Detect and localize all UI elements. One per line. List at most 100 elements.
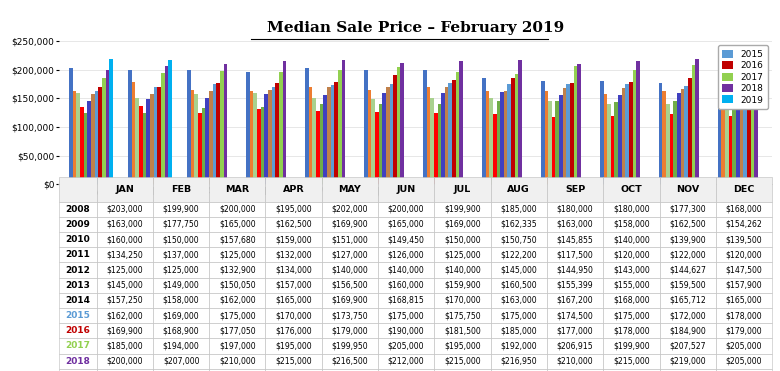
Bar: [378, 104, 382, 184]
Bar: [681, 89, 684, 184]
Bar: [548, 101, 551, 184]
Bar: [282, 61, 286, 184]
Bar: [168, 60, 172, 184]
Bar: [555, 101, 559, 184]
Bar: [367, 90, 371, 184]
Bar: [577, 64, 581, 184]
Bar: [629, 82, 633, 184]
Bar: [187, 69, 190, 184]
Bar: [500, 92, 504, 184]
Bar: [279, 72, 282, 184]
Bar: [541, 81, 544, 184]
Bar: [80, 107, 83, 184]
Bar: [128, 70, 132, 184]
Bar: [264, 94, 268, 184]
Bar: [254, 93, 257, 184]
Bar: [482, 78, 485, 184]
Bar: [400, 63, 404, 184]
Bar: [600, 81, 604, 184]
Legend: 2015, 2016, 2017, 2018, 2019: 2015, 2016, 2017, 2018, 2019: [718, 45, 768, 109]
Bar: [497, 101, 500, 184]
Bar: [604, 93, 607, 184]
Bar: [511, 78, 515, 184]
Bar: [622, 88, 626, 184]
Bar: [154, 87, 158, 184]
Bar: [216, 83, 220, 184]
Bar: [201, 108, 205, 184]
Bar: [132, 82, 135, 184]
Bar: [331, 85, 334, 184]
Bar: [615, 102, 618, 184]
Bar: [718, 88, 722, 184]
Bar: [677, 93, 681, 184]
Bar: [250, 91, 254, 184]
Bar: [750, 67, 754, 184]
Bar: [739, 90, 743, 184]
Bar: [673, 101, 677, 184]
Bar: [618, 95, 622, 184]
Bar: [98, 87, 102, 184]
Bar: [305, 68, 309, 184]
Bar: [722, 96, 725, 184]
Bar: [423, 70, 427, 184]
Bar: [102, 78, 105, 184]
Bar: [73, 91, 76, 184]
Bar: [504, 91, 508, 184]
Bar: [607, 104, 611, 184]
Bar: [327, 87, 331, 184]
Bar: [364, 69, 367, 184]
Bar: [198, 113, 201, 184]
Bar: [670, 114, 673, 184]
Bar: [69, 68, 73, 184]
Bar: [551, 117, 555, 184]
Bar: [190, 90, 194, 184]
Bar: [268, 90, 271, 184]
Bar: [143, 113, 147, 184]
Bar: [438, 104, 441, 184]
Bar: [544, 91, 548, 184]
Bar: [386, 88, 389, 184]
Bar: [257, 109, 261, 184]
Bar: [684, 86, 688, 184]
Bar: [371, 99, 375, 184]
Bar: [445, 87, 448, 184]
Bar: [135, 98, 139, 184]
Bar: [224, 64, 227, 184]
Bar: [427, 87, 431, 184]
Bar: [489, 98, 493, 184]
Bar: [320, 104, 323, 184]
Bar: [105, 69, 109, 184]
Bar: [743, 82, 747, 184]
Bar: [434, 113, 438, 184]
Bar: [382, 92, 386, 184]
Bar: [754, 67, 758, 184]
Bar: [559, 95, 563, 184]
Bar: [515, 74, 519, 184]
Bar: [611, 115, 615, 184]
Bar: [747, 82, 750, 184]
Bar: [94, 91, 98, 184]
Bar: [441, 93, 445, 184]
Bar: [662, 91, 666, 184]
Bar: [570, 83, 574, 184]
Bar: [271, 87, 275, 184]
Bar: [696, 59, 699, 184]
Bar: [375, 112, 378, 184]
Bar: [139, 106, 143, 184]
Bar: [508, 84, 511, 184]
Bar: [389, 84, 393, 184]
Bar: [213, 84, 216, 184]
Bar: [456, 72, 459, 184]
Bar: [76, 92, 80, 184]
Bar: [519, 60, 522, 184]
Bar: [431, 98, 434, 184]
Bar: [205, 98, 209, 184]
Bar: [147, 99, 150, 184]
Bar: [626, 84, 629, 184]
Title: Median Sale Price – February 2019: Median Sale Price – February 2019: [267, 22, 564, 36]
Bar: [736, 94, 739, 184]
Bar: [566, 84, 570, 184]
Bar: [633, 70, 636, 184]
Bar: [342, 60, 346, 184]
Bar: [91, 94, 94, 184]
